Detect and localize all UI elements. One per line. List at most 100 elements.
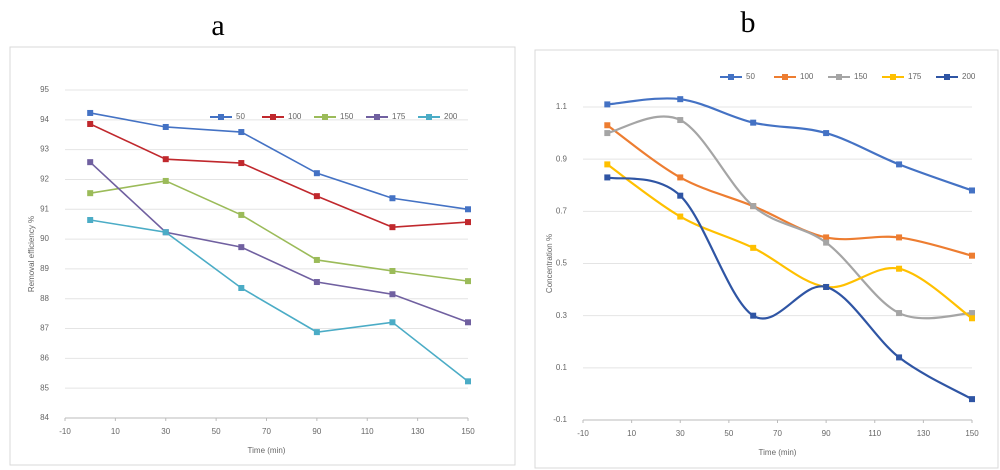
legend-marker xyxy=(890,74,896,80)
marker xyxy=(162,123,169,130)
legend-marker xyxy=(270,114,276,120)
panel-frame xyxy=(534,49,999,469)
y-tick-label: 0.3 xyxy=(556,311,568,320)
marker xyxy=(677,213,684,220)
marker xyxy=(823,234,830,241)
marker xyxy=(313,329,320,336)
marker xyxy=(750,244,757,251)
series-line xyxy=(89,161,469,324)
series-line xyxy=(607,97,973,192)
legend-marker xyxy=(322,114,328,120)
x-tick-label: -10 xyxy=(59,427,71,436)
marker xyxy=(465,319,471,326)
marker xyxy=(87,109,94,116)
y-tick-label: 88 xyxy=(40,294,49,303)
marker xyxy=(896,265,903,272)
marker xyxy=(238,284,245,291)
y-tick-label: 84 xyxy=(40,413,49,422)
legend-marker xyxy=(218,114,224,120)
y-axis-label: Concentration % xyxy=(545,234,554,293)
marker xyxy=(896,161,903,168)
x-tick-label: -10 xyxy=(577,429,589,438)
y-tick-label: 89 xyxy=(40,264,49,273)
marker xyxy=(389,319,396,326)
x-tick-label: 30 xyxy=(676,429,685,438)
x-tick-label: 110 xyxy=(868,429,881,438)
marker xyxy=(87,190,94,197)
y-axis-label: Removal efficiency % xyxy=(27,216,36,292)
legend-label: 150 xyxy=(340,112,354,121)
y-tick-label: 91 xyxy=(40,204,49,213)
legend-marker xyxy=(728,74,734,80)
y-tick-label: 0.5 xyxy=(556,259,568,268)
marker xyxy=(87,217,94,224)
marker xyxy=(969,252,975,259)
y-tick-label: 0.7 xyxy=(556,206,568,215)
y-tick-label: 90 xyxy=(40,234,49,243)
marker xyxy=(313,256,320,263)
marker xyxy=(238,211,245,218)
marker xyxy=(969,310,975,317)
x-tick-label: 70 xyxy=(773,429,782,438)
marker xyxy=(465,378,471,385)
series-line xyxy=(90,112,469,211)
series-line xyxy=(90,180,469,282)
y-tick-label: 94 xyxy=(40,115,49,124)
x-tick-label: 90 xyxy=(312,427,321,436)
marker xyxy=(677,174,684,181)
x-tick-label: 10 xyxy=(111,427,120,436)
y-tick-label: -0.1 xyxy=(553,415,567,424)
legend-marker xyxy=(836,74,842,80)
marker xyxy=(750,312,757,319)
marker xyxy=(604,122,611,129)
x-tick-label: 10 xyxy=(627,429,636,438)
marker xyxy=(389,224,396,231)
marker xyxy=(677,117,684,124)
marker xyxy=(465,206,471,213)
marker xyxy=(823,239,830,246)
marker xyxy=(389,195,396,202)
legend-marker xyxy=(374,114,380,120)
marker xyxy=(238,244,245,251)
x-axis-label: Time (min) xyxy=(759,448,797,457)
marker xyxy=(604,101,611,108)
legend-marker xyxy=(426,114,432,120)
x-tick-label: 70 xyxy=(262,427,271,436)
legend-label: 200 xyxy=(962,72,976,81)
marker xyxy=(87,120,94,127)
marker xyxy=(969,315,975,322)
marker xyxy=(313,279,320,286)
marker xyxy=(313,193,320,200)
marker xyxy=(604,174,611,181)
marker xyxy=(823,283,830,290)
series-line xyxy=(89,123,469,228)
panel-frame xyxy=(9,46,516,466)
y-tick-label: 86 xyxy=(40,353,49,362)
marker xyxy=(389,291,396,298)
legend-label: 175 xyxy=(392,112,406,121)
marker xyxy=(162,156,169,163)
x-tick-label: 150 xyxy=(965,429,979,438)
marker xyxy=(896,354,903,361)
marker xyxy=(162,177,169,184)
x-tick-label: 130 xyxy=(411,427,425,436)
marker xyxy=(677,192,684,199)
x-tick-label: 50 xyxy=(724,429,733,438)
y-tick-label: 85 xyxy=(40,383,49,392)
marker xyxy=(969,396,975,403)
x-tick-label: 110 xyxy=(361,427,374,436)
marker xyxy=(750,119,757,126)
marker xyxy=(896,234,903,241)
marker xyxy=(238,129,245,136)
marker xyxy=(162,229,169,236)
y-tick-label: 93 xyxy=(40,145,49,154)
y-tick-label: 95 xyxy=(40,85,49,94)
x-tick-label: 130 xyxy=(917,429,931,438)
x-tick-label: 30 xyxy=(161,427,170,436)
y-tick-label: 1.1 xyxy=(556,102,568,111)
y-tick-label: 92 xyxy=(40,175,49,184)
legend-label: 200 xyxy=(444,112,458,121)
x-axis-label: Time (min) xyxy=(248,446,286,455)
legend-marker xyxy=(944,74,950,80)
